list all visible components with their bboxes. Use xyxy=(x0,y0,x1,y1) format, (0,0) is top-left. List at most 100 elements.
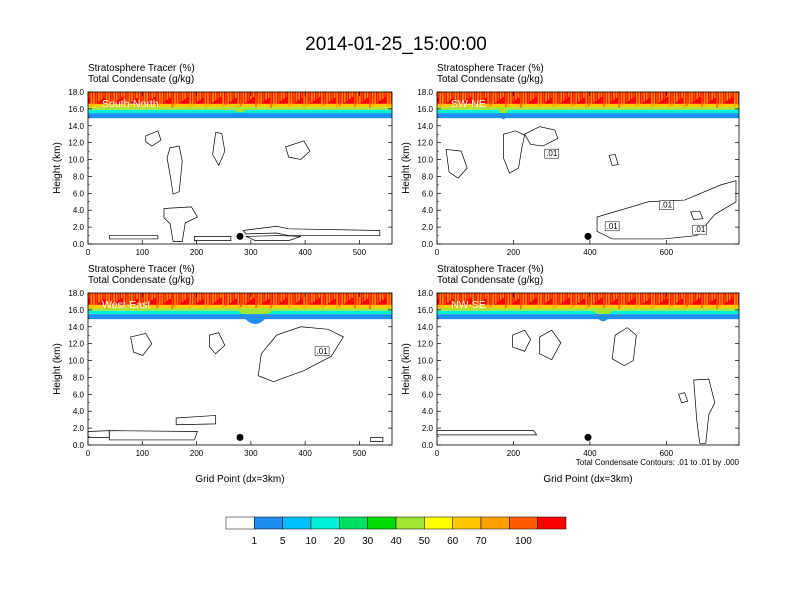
tracer-streak xyxy=(517,92,520,98)
tracer-streak xyxy=(530,92,532,101)
tracer-streak xyxy=(525,92,527,105)
tracer-streak xyxy=(482,293,484,301)
tracer-streak xyxy=(525,293,527,306)
tracer-streak xyxy=(683,92,686,108)
tracer-streak xyxy=(635,92,638,108)
tracer-streak xyxy=(577,92,580,102)
tracer-streak xyxy=(242,293,245,306)
tracer-streak xyxy=(638,92,641,106)
tracer-streak xyxy=(550,92,552,98)
tracer-streak xyxy=(93,92,95,106)
tracer-streak xyxy=(381,293,384,300)
y-axis: 0.0 2.0 4.0 6.0 8.0 10.0 12.0 14.0 16.0 18.0 Heigh… xyxy=(401,289,739,450)
tracer-streak xyxy=(547,293,550,301)
tracer-streak xyxy=(316,92,318,99)
y-tick-label: 14.0 xyxy=(68,323,84,332)
panel-label: NW-SE xyxy=(451,299,486,311)
tracer-streak xyxy=(272,92,275,107)
tracer-streak xyxy=(628,293,630,302)
tracer-streak xyxy=(721,92,724,105)
tracer-streak xyxy=(640,92,643,104)
tracer-streak xyxy=(166,92,169,100)
tracer-streak xyxy=(633,293,635,299)
tracer-streak xyxy=(532,92,535,99)
tracer-streak xyxy=(663,92,666,99)
tracer-streak xyxy=(351,293,354,299)
tracer-streak xyxy=(313,92,316,101)
tracer-streak xyxy=(146,293,148,304)
tracer-streak xyxy=(598,92,600,99)
tracer-streak xyxy=(369,92,371,108)
tracer-streak xyxy=(191,293,194,307)
tracer-streak xyxy=(691,92,693,103)
tracer-streak xyxy=(608,92,610,104)
y-tick-label: 2.0 xyxy=(422,424,434,433)
condensate-contour xyxy=(370,437,384,442)
y-tick-label: 12.0 xyxy=(417,340,433,349)
tracer-streak xyxy=(257,293,260,307)
tracer-streak xyxy=(696,92,698,99)
colorbar-label: 5 xyxy=(280,536,286,547)
tracer-streak xyxy=(580,92,583,100)
tracer-streak xyxy=(515,92,517,100)
tracer-streak xyxy=(275,92,278,105)
tracer-streak xyxy=(593,293,595,304)
x-tick-label: 400 xyxy=(298,248,312,257)
tracer-streak xyxy=(474,92,477,106)
tracer-streak xyxy=(105,92,108,108)
tracer-streak xyxy=(189,293,192,309)
contour-label: .01 xyxy=(607,222,619,231)
tracer-streak xyxy=(462,92,464,103)
tracer-streak xyxy=(467,293,469,300)
tracer-streak xyxy=(361,293,364,303)
tracer-streak xyxy=(318,92,321,98)
tracer-streak xyxy=(733,293,736,309)
contour-label-box xyxy=(604,221,620,232)
y-tick-label: 18.0 xyxy=(417,88,433,97)
tracer-streak xyxy=(527,293,530,304)
tracer-streak xyxy=(295,92,298,102)
tracer-streak xyxy=(484,92,487,98)
x-tick-label: 400 xyxy=(583,449,597,458)
tracer-streak xyxy=(467,92,469,99)
tracer-streak xyxy=(575,92,578,104)
tracer-streak xyxy=(265,293,268,301)
tracer-streak xyxy=(113,92,116,103)
tracer-streak xyxy=(708,293,711,303)
x-tick-label: 200 xyxy=(190,248,204,257)
tracer-streak xyxy=(502,293,505,299)
y-axis-label: Height (km) xyxy=(52,142,63,194)
tracer-streak xyxy=(120,92,123,98)
y-tick-label: 10.0 xyxy=(417,357,433,366)
y-tick-label: 12.0 xyxy=(68,340,84,349)
tracer-streak xyxy=(555,92,557,107)
tracer-streak xyxy=(625,293,628,304)
y-tick-label: 6.0 xyxy=(422,390,434,399)
tracer-streak xyxy=(272,293,275,308)
condensate-contour xyxy=(108,235,159,240)
tracer-streak xyxy=(260,293,262,305)
y-tick-label: 2.0 xyxy=(73,424,85,433)
tracer-streak xyxy=(452,293,454,299)
tracer-streak xyxy=(565,92,568,99)
condensate-contour xyxy=(163,206,198,242)
tracer-streak xyxy=(90,92,93,108)
condensate-contours: .01 .01 .01 .01 xyxy=(445,126,737,240)
tracer-streak xyxy=(184,92,186,99)
colorbar-swatch xyxy=(480,516,510,530)
tracer-layer xyxy=(437,308,739,311)
tracer-streak xyxy=(384,92,387,98)
tracer-streak xyxy=(477,293,479,305)
tracer-streak xyxy=(341,92,344,105)
tracer-streak xyxy=(143,92,146,105)
tracer-streak xyxy=(161,293,164,305)
tracer-streak xyxy=(288,293,290,309)
contour-label: .01 xyxy=(546,149,558,158)
condensate-contour xyxy=(130,333,153,356)
tracer-streak xyxy=(650,293,653,309)
tracer-streak xyxy=(623,92,625,105)
tracer-streak xyxy=(464,293,467,302)
tracer-streak xyxy=(671,293,673,307)
tracer-streak xyxy=(300,92,303,98)
x-tick-label: 400 xyxy=(583,248,597,257)
